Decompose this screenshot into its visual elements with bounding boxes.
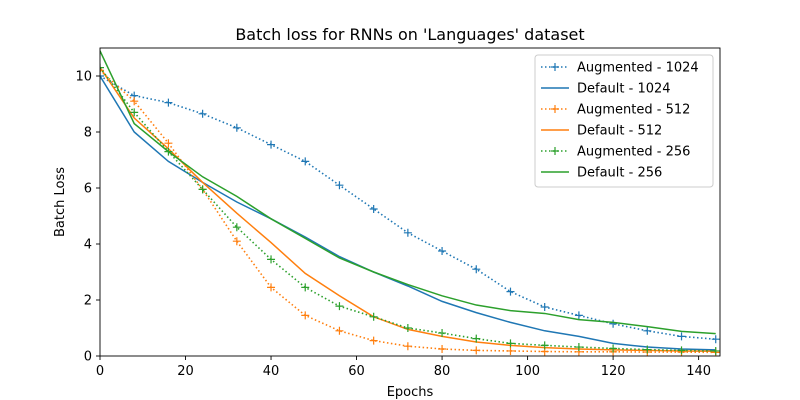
data-point: [609, 344, 618, 353]
axes-frame: [99, 47, 721, 357]
data-point: [232, 223, 241, 232]
x-tick-label: 100: [515, 364, 540, 379]
data-point: [609, 319, 618, 328]
data-point: [164, 98, 173, 107]
data-point: [643, 345, 652, 354]
data-point: [164, 139, 173, 148]
legend: Augmented - 1024 Default - 1024 Augmented …: [534, 54, 714, 188]
legend-entry: Augmented - 1024: [541, 61, 699, 76]
data-point: [403, 228, 412, 237]
legend-marker: [551, 63, 559, 71]
x-tick-label: 80: [434, 364, 451, 379]
data-point: [574, 343, 583, 352]
x-tick-label: 20: [177, 364, 194, 379]
legend-label: Augmented - 1024: [577, 61, 699, 76]
data-point: [369, 336, 378, 345]
data-point: [403, 342, 412, 351]
y-tick-label: 10: [75, 70, 92, 85]
axes: 0 20 40 60 80 100 120 140 0 2 4 6 8 10: [75, 47, 721, 379]
x-tick-label: 40: [263, 364, 280, 379]
data-point: [472, 346, 481, 355]
x-tick-label: 120: [601, 364, 626, 379]
legend-entry: Augmented - 512: [541, 103, 690, 118]
data-point: [369, 312, 378, 321]
data-point: [472, 334, 481, 343]
x-axis-label: Epochs: [387, 385, 434, 400]
x-tick-label: 60: [348, 364, 365, 379]
y-tick-label: 4: [84, 238, 92, 253]
data-point: [335, 181, 344, 190]
data-point: [438, 329, 447, 338]
data-point: [677, 332, 686, 341]
data-point: [540, 341, 549, 350]
legend-marker: [551, 147, 559, 155]
data-point: [711, 346, 720, 355]
data-point: [301, 157, 310, 166]
data-point: [711, 335, 720, 344]
data-point: [232, 123, 241, 132]
data-point: [438, 247, 447, 255]
data-point: [130, 108, 139, 117]
data-point: [100, 63, 104, 72]
data-point: [100, 72, 104, 80]
legend-entry: Default - 256: [541, 166, 662, 181]
series-0: [100, 72, 720, 344]
data-point: [438, 345, 447, 353]
series-line: [100, 50, 716, 335]
data-point: [574, 311, 583, 320]
legend-entry: Default - 1024: [541, 82, 671, 97]
series-5: [100, 50, 716, 335]
data-point: [232, 237, 241, 246]
data-point: [472, 265, 481, 274]
x-tick-label: 140: [686, 364, 711, 379]
legend-entry: Default - 512: [541, 124, 662, 139]
y-tick-label: 8: [84, 126, 92, 141]
legend-box: [534, 54, 714, 188]
data-point: [267, 283, 276, 292]
data-point: [506, 287, 515, 296]
data-point: [540, 303, 549, 311]
y-tick-label: 6: [84, 182, 92, 197]
data-point: [301, 311, 310, 320]
data-point: [369, 205, 378, 213]
legend-label: Default - 256: [577, 166, 662, 181]
y-tick-label: 0: [84, 350, 92, 365]
series-2: [100, 66, 720, 356]
x-tick-label: 0: [96, 364, 104, 379]
data-point: [198, 109, 207, 118]
data-point: [506, 346, 515, 355]
data-point: [335, 302, 344, 311]
legend-label: Default - 1024: [577, 82, 671, 97]
y-axis-label: Batch Loss: [53, 167, 68, 237]
series-4: [100, 63, 720, 355]
data-point: [301, 283, 310, 292]
y-tick-label: 2: [84, 294, 92, 309]
data-point: [643, 326, 652, 335]
chart-title: Batch loss for RNNs on 'Languages' datas…: [235, 25, 584, 44]
legend-marker: [551, 105, 559, 113]
legend-label: Augmented - 512: [577, 103, 690, 118]
data-point: [267, 140, 276, 149]
legend-label: Default - 512: [577, 124, 662, 139]
legend-entry: Augmented - 256: [541, 145, 690, 160]
plot-area: [100, 50, 720, 356]
data-point: [506, 339, 515, 348]
data-point: [403, 324, 412, 332]
data-point: [267, 255, 276, 264]
data-point: [130, 97, 139, 106]
data-point: [198, 185, 207, 194]
legend-label: Augmented - 256: [577, 145, 690, 160]
data-point: [335, 326, 344, 335]
data-point: [677, 346, 686, 355]
